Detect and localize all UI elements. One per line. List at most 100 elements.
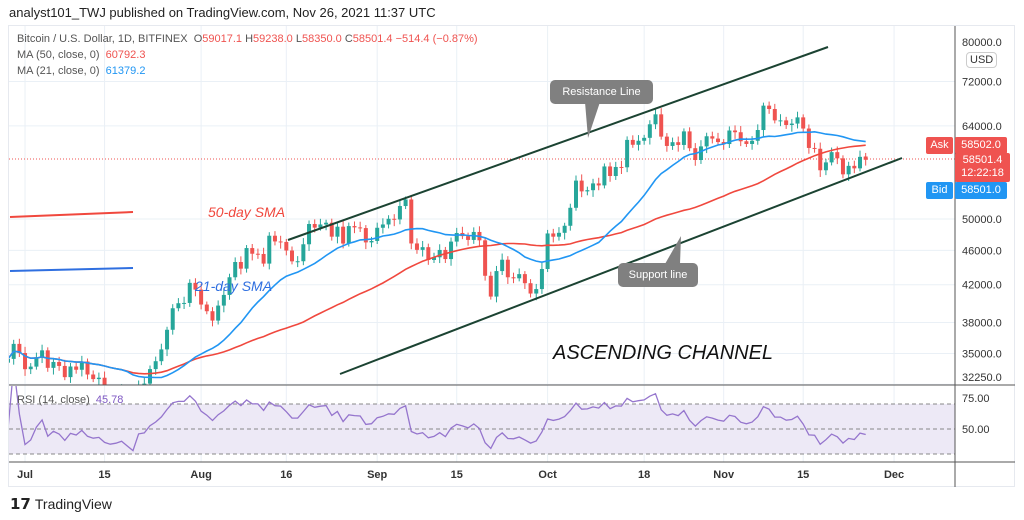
candle[interactable] — [460, 226, 465, 240]
candle[interactable] — [6, 356, 10, 366]
candle[interactable] — [778, 114, 783, 127]
candle[interactable] — [755, 124, 760, 145]
candle[interactable] — [420, 240, 425, 257]
support-callout[interactable]: Support line — [618, 263, 698, 287]
candle[interactable] — [301, 238, 306, 266]
candle[interactable] — [659, 108, 664, 140]
candle[interactable] — [272, 231, 277, 246]
candle[interactable] — [727, 126, 732, 148]
candle[interactable] — [636, 135, 641, 151]
candle[interactable] — [738, 126, 743, 147]
candle[interactable] — [761, 102, 766, 137]
candle[interactable] — [795, 111, 800, 129]
candle[interactable] — [818, 142, 823, 177]
candle[interactable] — [539, 262, 544, 294]
candle[interactable] — [284, 238, 289, 256]
candle[interactable] — [426, 243, 431, 265]
candle[interactable] — [363, 225, 368, 250]
candle[interactable] — [676, 136, 681, 152]
candle[interactable] — [227, 273, 232, 300]
candle[interactable] — [40, 344, 45, 364]
candle[interactable] — [187, 279, 192, 307]
candle[interactable] — [664, 133, 669, 152]
ma50-legend[interactable]: MA (50, close, 0) 60792.3 — [17, 49, 145, 61]
candle[interactable] — [23, 346, 28, 376]
candle[interactable] — [380, 218, 385, 234]
candle[interactable] — [261, 247, 266, 267]
candle[interactable] — [358, 221, 363, 233]
candle[interactable] — [488, 271, 493, 300]
candle[interactable] — [238, 256, 243, 275]
candle[interactable] — [437, 244, 442, 264]
candle[interactable] — [670, 137, 675, 150]
candle[interactable] — [852, 160, 857, 174]
candle[interactable] — [250, 243, 255, 261]
candle[interactable] — [397, 200, 402, 225]
candle[interactable] — [840, 155, 845, 179]
rsi-legend[interactable]: RSI (14, close) 45.78 — [17, 394, 123, 406]
candle[interactable] — [221, 288, 226, 313]
candle[interactable] — [62, 359, 67, 381]
candle[interactable] — [278, 235, 283, 249]
candle[interactable] — [335, 221, 340, 244]
candle[interactable] — [341, 220, 346, 249]
candle[interactable] — [596, 177, 601, 191]
candle[interactable] — [517, 268, 522, 282]
candle[interactable] — [789, 118, 794, 132]
candle[interactable] — [233, 257, 238, 281]
candle[interactable] — [375, 222, 380, 244]
candle[interactable] — [255, 248, 260, 259]
candle[interactable] — [806, 124, 811, 154]
candle[interactable] — [767, 101, 772, 114]
candle[interactable] — [772, 103, 777, 124]
candle[interactable] — [165, 326, 170, 357]
candle[interactable] — [454, 227, 459, 247]
candle[interactable] — [267, 232, 272, 270]
candle[interactable] — [579, 174, 584, 198]
candle[interactable] — [574, 175, 578, 211]
resistance-trendline[interactable] — [287, 46, 829, 241]
candle[interactable] — [85, 358, 90, 380]
candle[interactable] — [210, 307, 215, 327]
candle[interactable] — [414, 238, 419, 254]
candle[interactable] — [681, 128, 686, 150]
candle[interactable] — [494, 265, 499, 303]
candle[interactable] — [511, 272, 516, 284]
candle[interactable] — [556, 227, 561, 241]
candle[interactable] — [687, 127, 692, 152]
candle[interactable] — [562, 222, 567, 240]
ma21-legend[interactable]: MA (21, close, 0) 61379.2 — [17, 65, 145, 77]
candle[interactable] — [409, 195, 414, 250]
candle[interactable] — [545, 229, 550, 273]
candle[interactable] — [591, 178, 596, 197]
candle[interactable] — [307, 220, 312, 251]
candle[interactable] — [647, 120, 652, 145]
candle[interactable] — [733, 125, 738, 139]
candle[interactable] — [176, 298, 181, 312]
candle[interactable] — [568, 203, 573, 231]
candle[interactable] — [642, 134, 647, 145]
candle[interactable] — [505, 256, 510, 284]
candle[interactable] — [79, 355, 84, 377]
resistance-callout[interactable]: Resistance Line — [550, 80, 653, 104]
candle[interactable] — [858, 150, 862, 172]
candle[interactable] — [74, 361, 79, 374]
candle[interactable] — [716, 132, 720, 146]
candle[interactable] — [386, 215, 391, 229]
candle[interactable] — [51, 357, 56, 375]
candle[interactable] — [522, 271, 527, 289]
currency-button[interactable]: USD — [966, 52, 998, 68]
candle[interactable] — [653, 109, 658, 130]
candle[interactable] — [625, 136, 630, 173]
candle[interactable] — [295, 256, 300, 268]
candle[interactable] — [801, 114, 806, 132]
candle[interactable] — [613, 161, 618, 180]
candle[interactable] — [148, 365, 152, 387]
candle[interactable] — [17, 338, 22, 357]
candle[interactable] — [182, 296, 187, 309]
candle[interactable] — [193, 278, 198, 297]
candle[interactable] — [528, 279, 533, 298]
candle[interactable] — [68, 362, 73, 383]
candle[interactable] — [392, 214, 397, 227]
